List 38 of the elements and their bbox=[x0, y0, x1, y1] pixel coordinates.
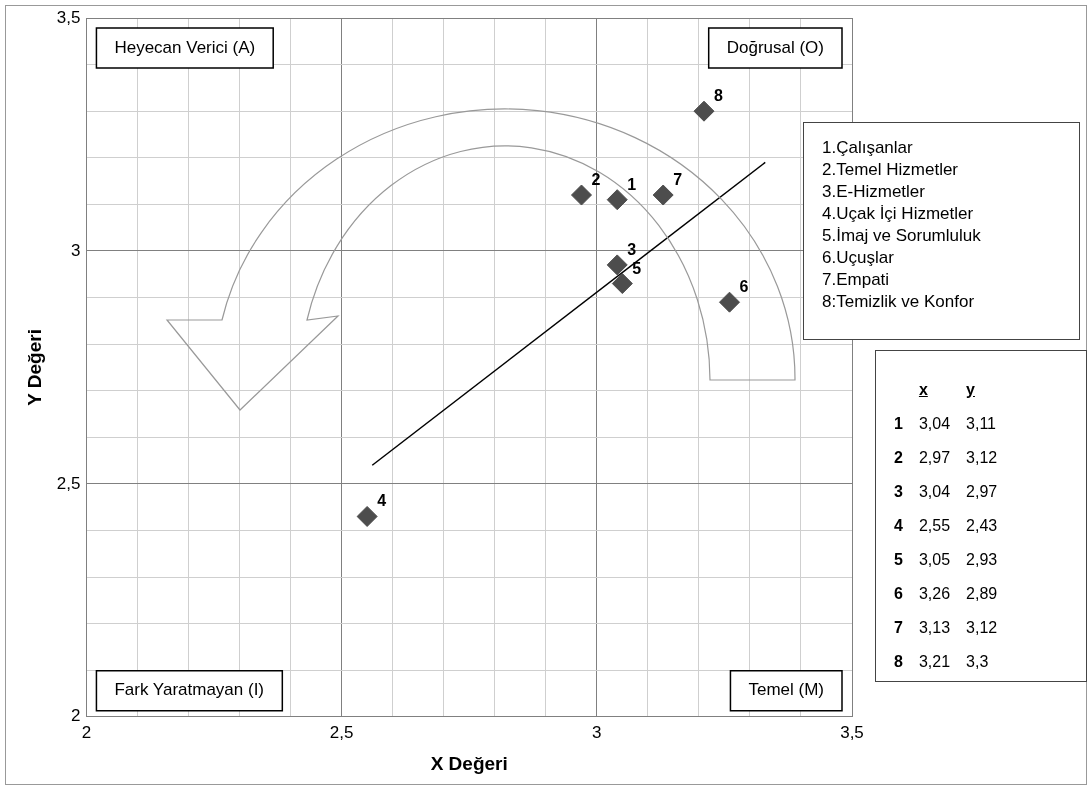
x-tick-label: 3,5 bbox=[840, 722, 864, 742]
annotation: 3 bbox=[627, 240, 637, 258]
annotation: 1 bbox=[627, 175, 637, 193]
annotation: 8 bbox=[713, 87, 723, 105]
point bbox=[606, 189, 628, 211]
annotation: 6.Uçuşlar bbox=[822, 247, 895, 269]
y-tick-label: 3 bbox=[70, 240, 81, 260]
point bbox=[652, 184, 674, 206]
x-axis-title: X Değeri bbox=[430, 752, 508, 774]
annotation: 5 bbox=[632, 259, 642, 277]
annotation: 8:Temizlik ve Konfor bbox=[822, 291, 976, 313]
point bbox=[719, 291, 741, 313]
table-box: x y 1 3,04 3,11 2 2,97 3,12 3 3,04 2,97 4 2,55 2,43 5 3,05 2,93 6 3,26 2,89 7 3,13 3,12 8 3,21 3,3 bbox=[875, 350, 1087, 682]
annotation: 7.Empati bbox=[822, 269, 891, 291]
point bbox=[571, 184, 592, 206]
annotation: 2 bbox=[591, 171, 601, 189]
y-tick-label: 3,5 bbox=[56, 7, 81, 27]
annotation: 4.Uçak İçi Hizmetler bbox=[822, 203, 975, 225]
annotation: Fark Yaratmayan (I) bbox=[114, 680, 265, 700]
annotation: 7 bbox=[673, 171, 683, 189]
annotation: 2.Temel Hizmetler bbox=[822, 159, 960, 181]
y-tick-label: 2,5 bbox=[56, 473, 81, 493]
annotation: 3.E-Hizmetler bbox=[822, 181, 926, 203]
point bbox=[611, 273, 633, 295]
annotation: Temel (M) bbox=[748, 680, 825, 700]
x-tick-label: 2,5 bbox=[329, 722, 354, 742]
y-axis-title: Y Değeri bbox=[23, 329, 45, 406]
annotation: Heyecan Verici (A) bbox=[114, 37, 256, 57]
annotation: 5.İmaj ve Sorumluluk bbox=[822, 225, 982, 247]
x-tick-label: 3 bbox=[592, 722, 602, 742]
point bbox=[606, 254, 628, 276]
annotation: 1.Çalışanlar bbox=[822, 137, 914, 159]
y-tick-label: 2 bbox=[70, 706, 81, 726]
annotation: 6 bbox=[739, 278, 749, 296]
annotation: Doğrusal (O) bbox=[726, 37, 825, 57]
point bbox=[356, 505, 378, 527]
point bbox=[693, 100, 715, 122]
annotation: 4 bbox=[377, 492, 387, 510]
